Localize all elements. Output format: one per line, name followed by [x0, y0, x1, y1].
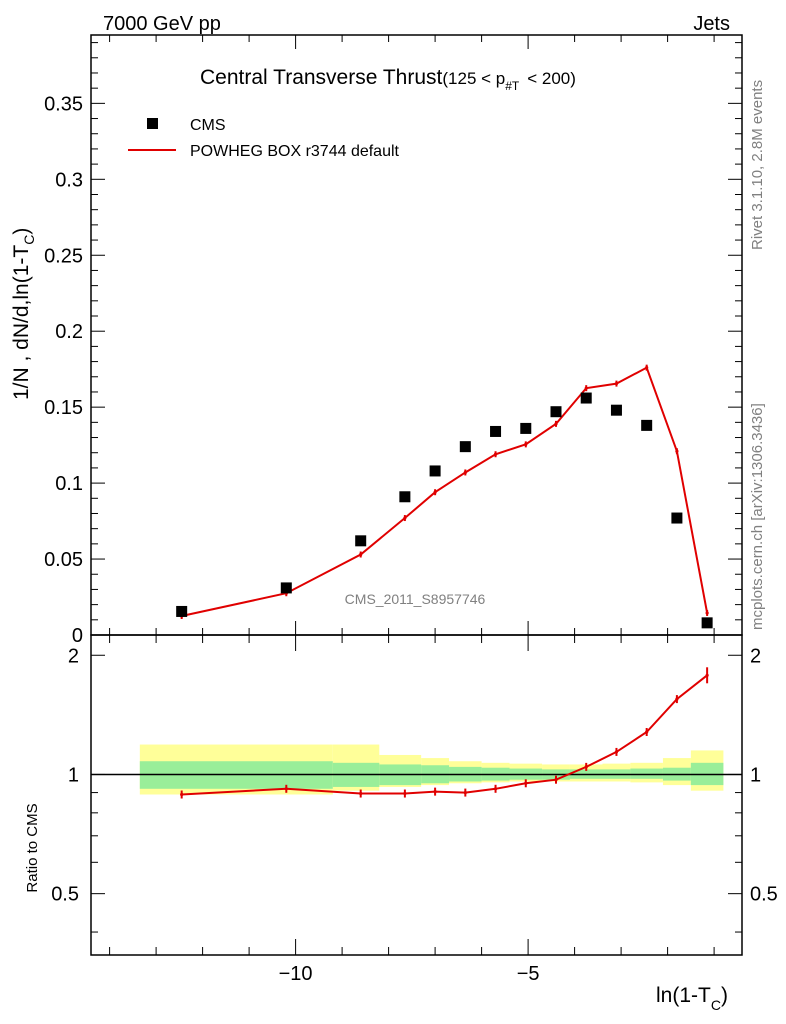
- main-y-tick-label: 0.15: [44, 397, 83, 419]
- cms-data-point: [355, 535, 367, 547]
- ratio-mc-point: [359, 791, 363, 796]
- ratio-plot-frame: [90, 634, 743, 956]
- x-tick-label: −10: [279, 963, 313, 985]
- main-title-suffix: (125 < p: [442, 69, 505, 88]
- main-y-axis-label-end: ): [10, 228, 33, 235]
- mc-point: [675, 449, 679, 453]
- cms-data-point: [580, 392, 592, 404]
- ratio-y-axis-label: Ratio to CMS: [24, 803, 41, 892]
- mcplots-reference-text: mcplots.cern.ch [arXiv:1306.3436]: [749, 403, 766, 630]
- x-axis-label-sub: C: [711, 997, 721, 1013]
- ratio-mc-point: [614, 750, 619, 754]
- ratio-mc-point: [524, 781, 528, 785]
- ratio-mc-point: [493, 787, 498, 791]
- main-plot-frame: [90, 34, 743, 636]
- ratio-mc-point: [463, 790, 467, 795]
- mc-point: [463, 470, 467, 475]
- ratio-y-tick-label-right: 1: [750, 764, 761, 786]
- cms-data-point: [610, 404, 622, 416]
- ratio-mc-point: [645, 730, 649, 734]
- ratio-mc-point: [705, 673, 709, 677]
- mc-point: [645, 366, 649, 370]
- mc-line-powheg: [181, 366, 709, 617]
- cms-data-point: [459, 441, 471, 453]
- legend-marker-cms: [147, 118, 158, 129]
- main-title-sub: #T: [505, 79, 520, 93]
- ratio-mc-point: [584, 765, 588, 769]
- ratio-y-tick-label: 0.5: [51, 884, 79, 906]
- main-title-end: < 200): [527, 69, 576, 88]
- ratio-y-tick-label-right: 0.5: [750, 884, 778, 906]
- header-left: 7000 GeV pp: [103, 13, 221, 35]
- mc-point: [554, 422, 558, 426]
- mc-point: [524, 442, 528, 446]
- x-axis-label: ln(1-TC): [656, 984, 728, 1013]
- x-tick-label: −5: [517, 963, 540, 985]
- mc-point: [705, 611, 709, 615]
- ratio-mc-point: [403, 791, 407, 796]
- mc-point: [359, 552, 363, 557]
- ratio-band-inner: [630, 768, 663, 779]
- rivet-version-text: Rivet 3.1.10, 2.8M events: [749, 80, 766, 250]
- ratio-mc-point: [554, 778, 558, 782]
- x-axis-label-text: ln(1-T: [656, 984, 711, 1007]
- mc-point: [584, 386, 588, 390]
- main-y-tick-label: 0.3: [55, 169, 83, 191]
- mc-point: [493, 452, 498, 456]
- main-y-tick-label: 0: [72, 625, 83, 647]
- ratio-y-tick-label-right: 2: [750, 645, 761, 667]
- cms-data-point: [520, 422, 532, 434]
- main-y-tick-label: 0.25: [44, 245, 83, 267]
- legend-label-cms: CMS: [190, 117, 226, 134]
- cms-data-point: [671, 512, 683, 524]
- main-plot: 0 0.05 0.1 0.15 0.2 0.25 0.3 0.35: [44, 34, 743, 647]
- ratio-mc-line: [181, 674, 708, 796]
- main-title: Central Transverse Thrust(125 < p#T < 200…: [200, 66, 576, 93]
- main-y-axis-label-text: 1/N , dN/d,ln(1-T: [10, 245, 33, 400]
- main-y-tick-label: 0.1: [55, 473, 83, 495]
- cms-data-point: [550, 406, 562, 418]
- cms-data-point: [280, 582, 292, 594]
- main-y-axis-label: 1/N , dN/d,ln(1-TC): [10, 228, 37, 400]
- mc-point: [433, 490, 437, 494]
- main-y-tick-label: 0.05: [44, 549, 83, 571]
- ratio-mc-point: [433, 790, 437, 794]
- main-y-axis-label-sub: C: [21, 235, 37, 245]
- cms-data-point: [701, 617, 713, 629]
- ratio-plot: 0.5 0.5 1 1 2 2 −10 −5: [51, 634, 778, 985]
- main-title-text: Central Transverse Thrust: [200, 66, 443, 89]
- cms-data-point: [429, 465, 441, 477]
- legend: CMS POWHEG BOX r3744 default: [128, 117, 400, 160]
- ratio-y-tick-label: 1: [68, 764, 79, 786]
- cms-data-point: [490, 425, 502, 437]
- ratio-y-tick-label: 2: [68, 645, 79, 667]
- main-y-tick-label: 0.2: [55, 321, 83, 343]
- ratio-mc-point: [675, 697, 679, 701]
- mc-point: [403, 516, 407, 520]
- cms-data-point: [399, 491, 411, 503]
- main-y-tick-label: 0.35: [44, 93, 83, 115]
- mc-point: [614, 382, 619, 386]
- ratio-mc-point: [284, 787, 288, 791]
- ratio-mc-point: [180, 792, 184, 797]
- cms-data-point: [176, 605, 188, 617]
- x-axis-label-end: ): [721, 984, 728, 1007]
- legend-label-powheg: POWHEG BOX r3744 default: [190, 143, 400, 160]
- header-right: Jets: [693, 13, 730, 35]
- cms-data-point: [641, 419, 653, 431]
- analysis-watermark: CMS_2011_S8957746: [345, 591, 486, 607]
